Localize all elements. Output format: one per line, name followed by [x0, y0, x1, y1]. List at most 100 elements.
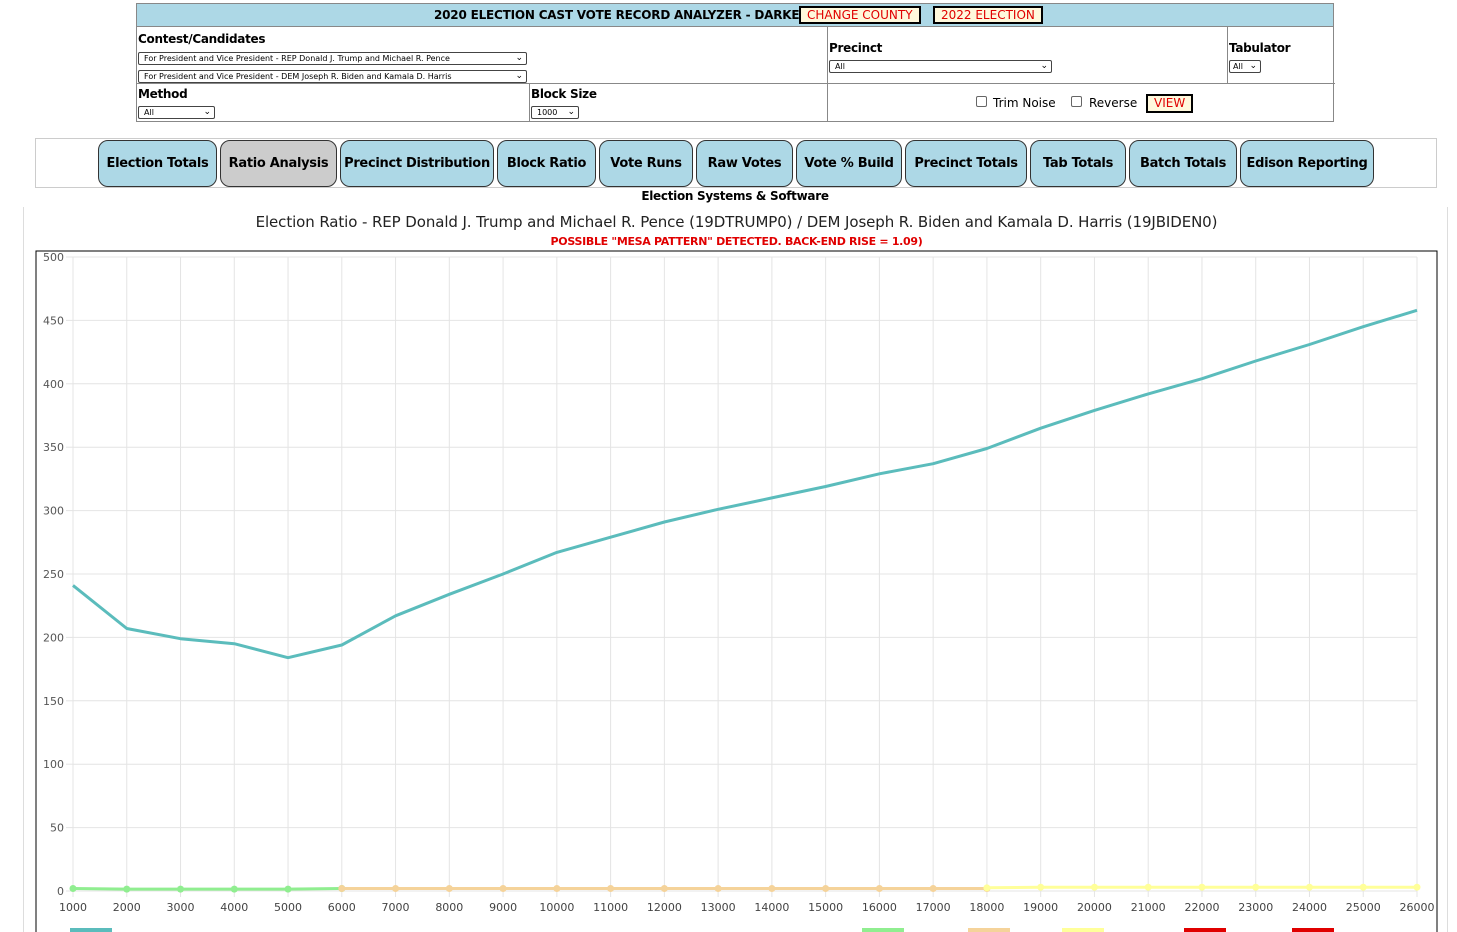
reverse-checkbox[interactable]	[1071, 96, 1082, 107]
ratio-series-line	[72, 308, 1418, 660]
chart-series	[69, 308, 1421, 893]
legend-swatch-high-limit	[1292, 928, 1334, 932]
y-tick-label: 300	[43, 505, 64, 518]
election-day-series-point	[983, 884, 991, 892]
tabulator-select[interactable]: All ⌄	[1229, 60, 1261, 73]
legend-swatch-election-day	[1062, 928, 1104, 932]
view-button[interactable]: VIEW	[1146, 94, 1194, 113]
candidate-2-value: For President and Vice President - DEM J…	[144, 72, 452, 81]
chart-legend	[70, 928, 1334, 932]
x-tick-label: 16000	[862, 901, 897, 914]
tabulator-label: Tabulator	[1229, 41, 1291, 55]
mesa-pattern-warning: POSSIBLE "MESA PATTERN" DETECTED. BACK-E…	[550, 235, 923, 248]
election-day-series-point	[1037, 883, 1045, 891]
reverse-label: Reverse	[1089, 96, 1138, 110]
early-voting-series-point	[607, 884, 615, 892]
tab-batch-totals[interactable]: Batch Totals	[1129, 140, 1237, 187]
election-day-series-point	[1305, 883, 1313, 891]
x-axis-ticks: 1000 2000 3000 4000 5000 6000 7000 8000 9000 1000…	[59, 901, 1435, 914]
x-tick-label: 10000	[539, 901, 574, 914]
analyzer-header-table: 2020 ELECTION CAST VOTE RECORD ANALYZER …	[136, 3, 1335, 122]
tab-block-ratio[interactable]: Block Ratio	[497, 140, 596, 187]
x-tick-label: 3000	[167, 901, 195, 914]
x-tick-label: 18000	[969, 901, 1004, 914]
early-voting-series-point	[553, 884, 561, 892]
election-day-series-point	[1144, 883, 1152, 891]
early-voting-series-point	[875, 884, 883, 892]
tab-raw-votes[interactable]: Raw Votes	[696, 140, 793, 187]
tab-vote-percent-build[interactable]: Vote % Build	[796, 140, 902, 187]
x-tick-label: 5000	[274, 901, 302, 914]
analysis-nav	[35, 138, 1437, 188]
early-voting-series-point	[768, 884, 776, 892]
candidate-1-value: For President and Vice President - REP D…	[144, 54, 450, 63]
legend-swatch-ratio	[70, 928, 112, 932]
mail-series-point	[284, 885, 292, 893]
y-tick-label: 0	[57, 885, 64, 898]
election-day-series-point	[1359, 883, 1367, 891]
trim-noise-label: Trim Noise	[993, 96, 1056, 110]
tab-tab-totals[interactable]: Tab Totals	[1030, 140, 1126, 187]
tab-precinct-distribution[interactable]: Precinct Distribution	[340, 140, 494, 187]
early-voting-series-point	[445, 884, 453, 892]
block-size-cell: Block Size 1000 ⌄	[530, 84, 828, 122]
x-tick-label: 26000	[1400, 901, 1435, 914]
grid-lines	[66, 256, 1418, 897]
contest-label: Contest/Candidates	[138, 32, 266, 46]
mail-series-point	[338, 884, 346, 892]
precinct-value: All	[835, 62, 845, 71]
method-label: Method	[138, 87, 188, 101]
chart-title: Election Ratio - REP Donald J. Trump and…	[255, 213, 1218, 231]
trim-noise-checkbox[interactable]	[976, 96, 987, 107]
y-tick-label: 150	[43, 695, 64, 708]
tab-edison-reporting[interactable]: Edison Reporting	[1240, 140, 1374, 187]
chevron-down-icon: ⌄	[1249, 61, 1257, 71]
chevron-down-icon: ⌄	[515, 53, 523, 63]
y-tick-label: 200	[43, 631, 64, 644]
candidate-1-select[interactable]: For President and Vice President - REP D…	[138, 52, 527, 65]
change-county-button[interactable]: CHANGE COUNTY	[799, 6, 921, 24]
election-day-series-point	[1413, 883, 1421, 891]
y-axis-ticks: 0 50 100 150 200 250 300 350 400 450 500	[43, 251, 64, 898]
tab-election-totals[interactable]: Election Totals	[98, 140, 217, 187]
y-tick-label: 350	[43, 441, 64, 454]
mail-series-point	[69, 884, 77, 892]
tabulator-value: All	[1233, 62, 1243, 71]
legend-swatch-mail	[862, 928, 904, 932]
x-tick-label: 2000	[113, 901, 141, 914]
method-value: All	[144, 108, 154, 117]
plot-frame	[35, 250, 1438, 932]
page-title: 2020 ELECTION CAST VOTE RECORD ANALYZER …	[434, 8, 842, 22]
x-tick-label: 14000	[754, 901, 789, 914]
x-tick-label: 12000	[647, 901, 682, 914]
candidate-2-select[interactable]: For President and Vice President - DEM J…	[138, 70, 527, 83]
panel-border-left	[23, 207, 24, 932]
tab-ratio-analysis[interactable]: Ratio Analysis	[220, 140, 337, 187]
chevron-down-icon: ⌄	[567, 107, 575, 117]
early-voting-series-point	[392, 884, 400, 892]
x-tick-label: 22000	[1184, 901, 1219, 914]
panel-border-right	[1447, 207, 1448, 932]
chevron-down-icon: ⌄	[203, 107, 211, 117]
x-tick-label: 21000	[1131, 901, 1166, 914]
y-tick-label: 250	[43, 568, 64, 581]
x-tick-label: 13000	[701, 901, 736, 914]
tab-precinct-totals[interactable]: Precinct Totals	[905, 140, 1027, 187]
election-2022-button[interactable]: 2022 ELECTION	[933, 6, 1043, 24]
method-select[interactable]: All ⌄	[138, 106, 215, 119]
early-voting-series-point	[660, 884, 668, 892]
legend-swatch-low-limit	[1184, 928, 1226, 932]
x-tick-label: 24000	[1292, 901, 1327, 914]
early-voting-series-point	[822, 884, 830, 892]
contest-cell: Contest/Candidates For President and Vic…	[137, 27, 828, 84]
early-voting-series-point	[983, 884, 991, 892]
legend-swatch-early	[968, 928, 1010, 932]
tab-vote-runs[interactable]: Vote Runs	[599, 140, 693, 187]
mail-series-point	[123, 885, 131, 893]
precinct-select[interactable]: All ⌄	[829, 60, 1052, 73]
block-size-select[interactable]: 1000 ⌄	[531, 106, 579, 119]
early-voting-series-point	[499, 884, 507, 892]
chevron-down-icon: ⌄	[515, 71, 523, 81]
mail-series-point	[177, 885, 185, 893]
election-day-series-point	[1090, 883, 1098, 891]
